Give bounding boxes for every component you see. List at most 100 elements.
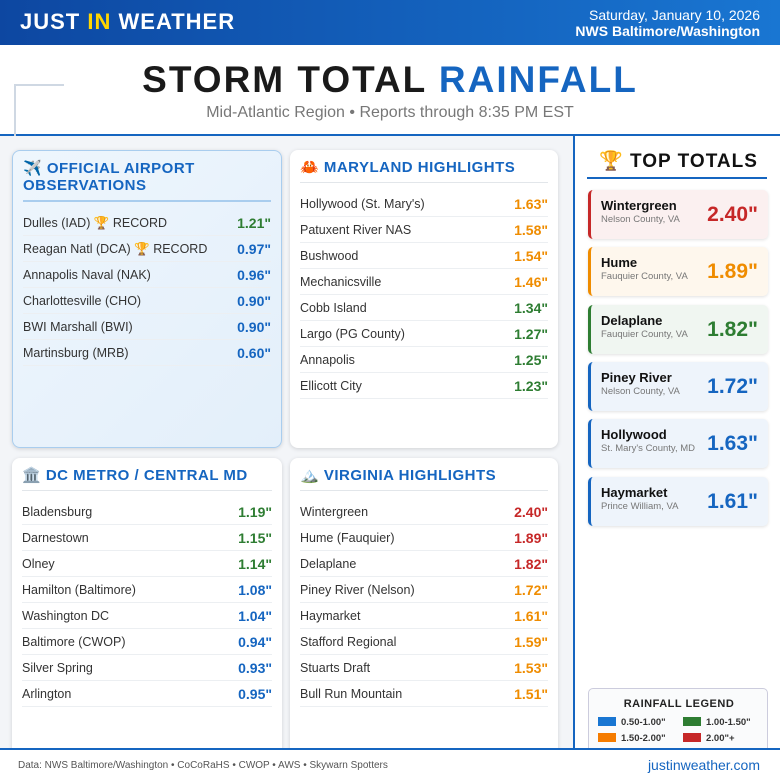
legend-item: 1.00-1.50"	[683, 717, 751, 728]
amount: 0.93"	[238, 660, 272, 676]
location: Cobb Island	[300, 301, 367, 315]
row: Mechanicsville 1.46"	[300, 269, 548, 295]
total-card: Delaplane Fauquier County, VA 1.82"	[588, 304, 768, 354]
row: Baltimore (CWOP) 0.94"	[22, 629, 272, 655]
amount: 1.51"	[514, 686, 548, 702]
card-name: Hume	[601, 255, 638, 271]
divider	[587, 177, 767, 179]
amount: 1.25"	[514, 352, 548, 368]
amount: 0.90"	[237, 319, 271, 335]
legend-item: 0.50-1.00"	[598, 717, 666, 728]
panel-heading: ✈️ OFFICIAL AIRPORT OBSERVATIONS	[23, 160, 271, 202]
location: Martinsburg (MRB)	[23, 346, 129, 360]
panel-heading: 🏛️ DC METRO / CENTRAL MD	[22, 467, 272, 491]
row: Dulles (IAD) 🏆 RECORD 1.21"	[23, 210, 271, 236]
amount: 1.82"	[514, 556, 548, 572]
panel-heading: 🦀 MARYLAND HIGHLIGHTS	[300, 159, 548, 183]
subtitle: Mid-Atlantic Region • Reports through 8:…	[206, 104, 574, 121]
legend-label: 1.50-2.00"	[621, 733, 666, 744]
card-name: Piney River	[601, 369, 672, 385]
legend: RAINFALL LEGEND 0.50-1.00" 1.00-1.50" 1.50…	[588, 688, 768, 758]
row: Stafford Regional 1.59"	[300, 629, 548, 655]
amount: 1.23"	[514, 378, 548, 394]
location: Washington DC	[22, 609, 110, 623]
location: BWI Marshall (BWI)	[23, 320, 133, 334]
row: Silver Spring 0.93"	[22, 655, 272, 681]
card-name: Hollywood	[601, 427, 667, 443]
legend-swatch	[683, 733, 701, 742]
panel: 🦀 MARYLAND HIGHLIGHTS Hollywood (St. Mary…	[290, 150, 558, 448]
amount: 0.94"	[238, 634, 272, 650]
brand-word: JUST	[20, 9, 81, 34]
legend-label: 2.00"+	[706, 733, 735, 744]
row: Bladensburg 1.19"	[22, 499, 272, 525]
card-area: Nelson County, VA	[601, 385, 680, 397]
card-amount: 1.82"	[707, 317, 758, 341]
panel-heading: 🏔️ VIRGINIA HIGHLIGHTS	[300, 467, 548, 491]
location: Piney River (Nelson)	[300, 583, 415, 597]
row: BWI Marshall (BWI) 0.90"	[23, 314, 271, 340]
legend-swatch	[598, 733, 616, 742]
amount: 1.34"	[514, 300, 548, 316]
card-area: Fauquier County, VA	[601, 271, 688, 283]
row: Washington DC 1.04"	[22, 603, 272, 629]
amount: 2.40"	[514, 504, 548, 520]
location: Haymarket	[300, 609, 361, 623]
row: Delaplane 1.82"	[300, 551, 548, 577]
title-main: STORM TOTAL	[142, 59, 427, 100]
brand-word: IN	[87, 9, 112, 34]
decoration	[14, 84, 64, 136]
amount: 0.96"	[237, 267, 271, 283]
row: Arlington 0.95"	[22, 681, 272, 707]
row: Piney River (Nelson) 1.72"	[300, 577, 548, 603]
location: Baltimore (CWOP)	[22, 635, 126, 649]
row: Hamilton (Baltimore) 1.08"	[22, 577, 272, 603]
location: Mechanicsville	[300, 275, 382, 289]
total-card: Piney River Nelson County, VA 1.72"	[588, 361, 768, 411]
legend-item: 1.50-2.00"	[598, 733, 666, 744]
card-amount: 1.72"	[707, 374, 758, 398]
amount: 1.58"	[514, 222, 548, 238]
card-name: Wintergreen	[601, 198, 677, 213]
card-name: Delaplane	[601, 312, 663, 328]
title: STORM TOTAL RAINFALL	[0, 59, 780, 101]
row: Martinsburg (MRB) 0.60"	[23, 340, 271, 366]
location: Bladensburg	[22, 505, 93, 519]
card-amount: 1.61"	[707, 489, 758, 513]
card-area: Prince William, VA	[601, 500, 679, 512]
card-name: Haymarket	[601, 484, 668, 500]
amount: 0.97"	[237, 241, 271, 257]
location: Wintergreen	[300, 505, 369, 519]
legend-swatch	[683, 717, 701, 726]
location: Reagan Natl (DCA) 🏆 RECORD	[23, 242, 208, 256]
row: Reagan Natl (DCA) 🏆 RECORD 0.97"	[23, 236, 271, 262]
footer: Data: NWS Baltimore/Washington • CoCoRaH…	[0, 748, 780, 780]
amount: 1.15"	[238, 530, 272, 546]
card-amount: 1.63"	[707, 432, 758, 456]
location: Bushwood	[300, 249, 359, 263]
row: Annapolis 1.25"	[300, 347, 548, 373]
row: Largo (PG County) 1.27"	[300, 321, 548, 347]
legend-title: RAINFALL LEGEND	[623, 698, 735, 710]
row: Darnestown 1.15"	[22, 525, 272, 551]
location: Delaplane	[300, 557, 357, 571]
location: Dulles (IAD) 🏆 RECORD	[23, 216, 168, 230]
brand: JUST IN WEATHER	[20, 9, 235, 35]
legend-item: 2.00"+	[683, 733, 735, 744]
date: Saturday, January 10, 2026	[589, 7, 760, 23]
location: Olney	[22, 557, 55, 571]
card-amount: 1.89"	[707, 260, 758, 284]
location: Patuxent River NAS	[300, 223, 412, 237]
location: Arlington	[22, 687, 72, 701]
location: Stuarts Draft	[300, 661, 371, 675]
amount: 1.27"	[514, 326, 548, 342]
sources: Data: NWS Baltimore/Washington • CoCoRaH…	[18, 760, 388, 771]
location: Ellicott City	[300, 379, 362, 393]
total-card: Hollywood St. Mary's County, MD 1.63"	[588, 419, 768, 469]
row: Bushwood 1.54"	[300, 243, 548, 269]
header: JUST IN WEATHER Saturday, January 10, 20…	[0, 0, 780, 45]
row: Wintergreen 2.40"	[300, 499, 548, 525]
amount: 1.61"	[514, 608, 548, 624]
row: Patuxent River NAS 1.58"	[300, 217, 548, 243]
location: Stafford Regional	[300, 635, 397, 649]
